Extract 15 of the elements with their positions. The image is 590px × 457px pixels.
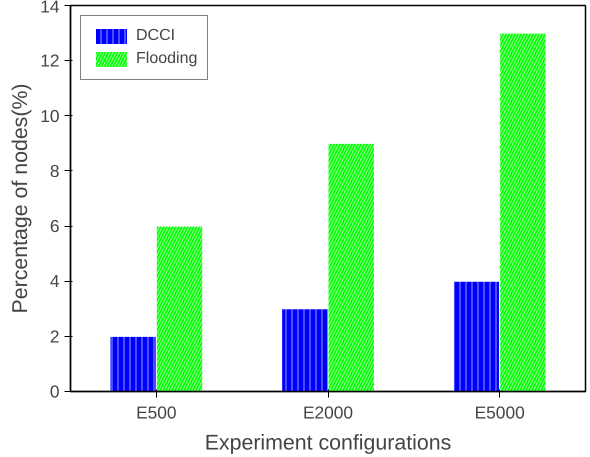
y-tick-label: 6 bbox=[50, 216, 60, 236]
x-tick-label: E2000 bbox=[302, 402, 354, 422]
y-tick-label: 4 bbox=[50, 271, 60, 292]
x-tick-label: E500 bbox=[136, 402, 177, 422]
y-tick-label: 14 bbox=[40, 0, 60, 16]
y-tick-label: 8 bbox=[50, 160, 60, 181]
y-tick-label: 10 bbox=[40, 106, 60, 126]
legend-label: DCCI bbox=[136, 27, 176, 45]
y-tick-label: 2 bbox=[50, 326, 60, 346]
y-tick-label: 12 bbox=[40, 50, 60, 71]
x-axis-title: Experiment configurations bbox=[204, 430, 452, 454]
legend-label: Flooding bbox=[136, 50, 198, 68]
x-tick-label: E5000 bbox=[474, 402, 525, 422]
y-axis-title: Percentage of nodes(%) bbox=[8, 83, 32, 314]
y-tick-label: 0 bbox=[50, 382, 60, 402]
